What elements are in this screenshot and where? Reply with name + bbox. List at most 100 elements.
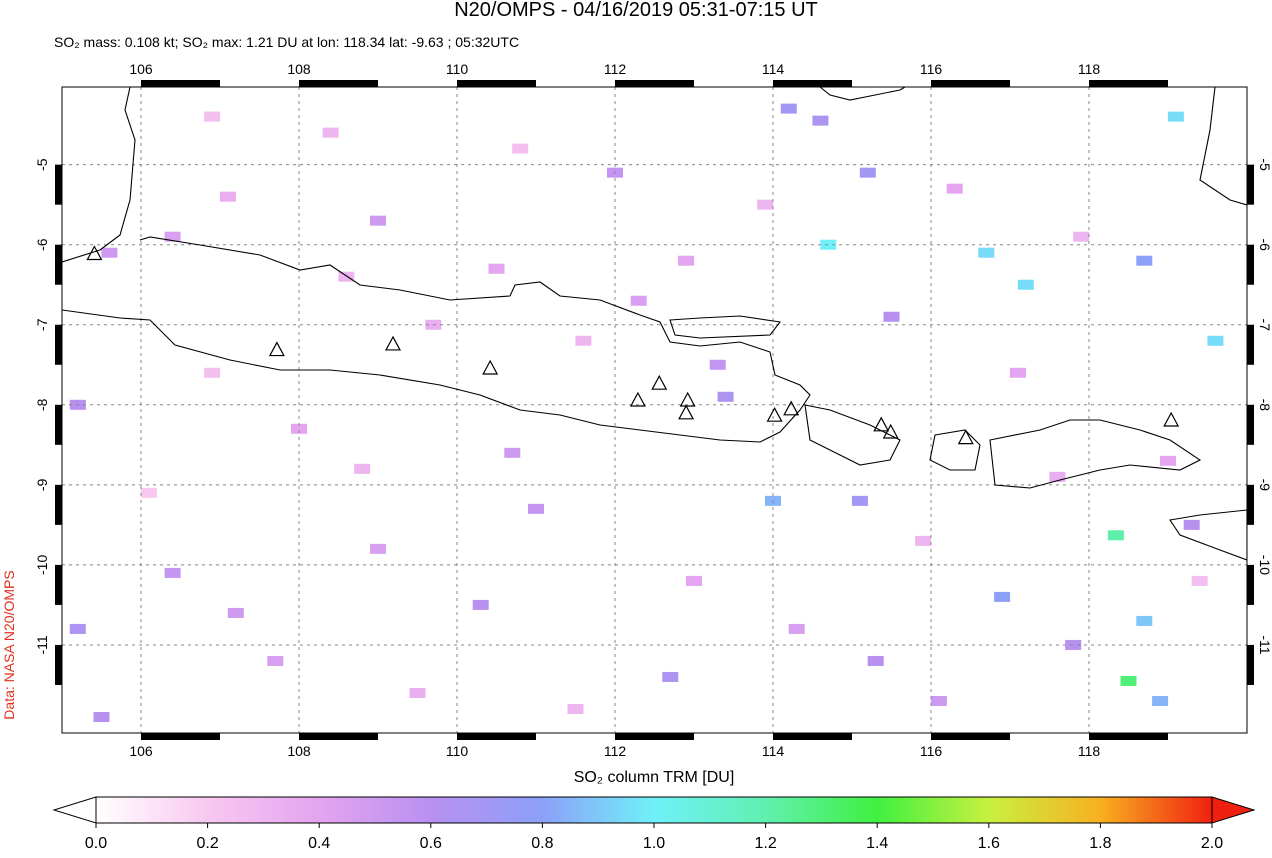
so2-pixel [788, 623, 805, 634]
frame-bar-right [1247, 484, 1254, 525]
frame-bar-top [457, 80, 536, 87]
volcano [629, 391, 646, 407]
y-tick-label-right: -9 [1257, 479, 1272, 492]
so2-pixel [227, 607, 244, 618]
so2-pixel [851, 495, 868, 506]
frame-bar-top [615, 80, 694, 87]
y-tick-label-left: -7 [34, 318, 50, 331]
x-tick-label-top: 108 [287, 61, 311, 77]
frame-bar-bottom [1089, 733, 1168, 740]
volcano [766, 406, 783, 422]
so2-pixel [678, 255, 695, 266]
frame-bar-left [55, 244, 62, 285]
volcano [482, 359, 499, 375]
so2-pixel [93, 711, 110, 722]
volcano-layer [86, 245, 1180, 445]
x-tick-label-top: 114 [762, 61, 785, 77]
coast-sumatra [62, 87, 136, 263]
y-tick-label-right: -6 [1257, 238, 1272, 251]
so2-pixel [567, 703, 584, 714]
colorbar-tick-label: 0.4 [308, 835, 330, 852]
volcano [957, 429, 974, 445]
so2-pixel [354, 463, 371, 474]
volcano [268, 341, 285, 357]
coast-sumba [1169, 509, 1247, 561]
coast-borneo [819, 87, 906, 101]
frame-bar-bottom [773, 733, 852, 740]
volcano [1163, 411, 1180, 427]
map-frame [61, 86, 1248, 734]
so2-pixel [1017, 279, 1034, 290]
frame-bar-left [55, 564, 62, 605]
frame-bar-right [1247, 244, 1254, 285]
x-tick-label-bottom: 114 [762, 743, 785, 759]
so2-pixel [1073, 231, 1090, 242]
colorbar-tick-label: 1.6 [978, 835, 1000, 852]
colorbar-tick-label: 1.0 [643, 835, 665, 852]
frame-bar-left [55, 644, 62, 685]
coast-madura [669, 315, 782, 339]
colorbar: 0.0 0.2 0.4 0.6 0.8 1.0 1.2 1.4 1.6 1.8 2.0 [52, 796, 1256, 852]
frame-bar-bottom [299, 733, 378, 740]
volcano [86, 245, 103, 261]
colorbar-label: SO₂ column TRM [DU] [574, 769, 735, 786]
so2-pixel [1120, 675, 1137, 686]
so2-pixel [630, 295, 647, 306]
so2-pixel [820, 239, 837, 250]
y-tick-label-right: -5 [1257, 158, 1272, 171]
so2-pixel [1152, 695, 1169, 706]
colorbar-over [1211, 796, 1256, 824]
so2-pixel [812, 115, 829, 126]
so2-pixel [575, 335, 592, 346]
so2-pixel [780, 103, 797, 114]
so2-pixel [1049, 471, 1066, 482]
subtitle: SO₂ mass: 0.108 kt; SO₂ max: 1.21 DU at … [54, 34, 519, 50]
so2-pixel [930, 695, 947, 706]
coastlines [62, 87, 1247, 561]
x-tick-label-bottom: 118 [1078, 743, 1101, 759]
colorbar-tick-label: 0.6 [420, 835, 442, 852]
coast-java [62, 236, 811, 443]
frame-bar-top [299, 80, 378, 87]
volcano [651, 374, 668, 390]
so2-pixel [338, 271, 355, 282]
so2-pixel [472, 599, 489, 610]
so2-pixel [322, 127, 339, 138]
coast-sulawesi [1199, 87, 1247, 206]
x-tick-label-top: 110 [446, 61, 469, 77]
frame-bar-left [55, 484, 62, 525]
so2-pixel [1107, 530, 1124, 541]
axes: 106 106 108 108 110 110 112 112 114 114 116 116 118 1… [34, 61, 1272, 759]
so2-pixel [267, 655, 284, 666]
so2-pixel [1183, 519, 1200, 530]
frame-bar-bottom [141, 733, 220, 740]
so2-pixel [164, 231, 181, 242]
colorbar-tick-label: 0.8 [531, 835, 553, 852]
volcano [873, 416, 890, 432]
frame-bar-bottom [931, 733, 1010, 740]
so2-pixel [709, 359, 726, 370]
colorbar-tick-label: 1.2 [754, 835, 776, 852]
so2-pixel [370, 215, 386, 226]
x-tick-label-bottom: 106 [129, 743, 153, 759]
so2-pixel [204, 111, 221, 122]
frame-bar-right [1247, 564, 1254, 605]
so2-pixel [915, 535, 932, 546]
coast-sumbawa [989, 419, 1202, 489]
frame-bar-top [931, 80, 1010, 87]
so2-pixel [219, 191, 236, 202]
so2-pixel [1160, 455, 1176, 466]
so2-pixel [946, 183, 963, 194]
so2-pixel [1009, 367, 1026, 378]
so2-pixel [528, 503, 544, 514]
so2-pixel [512, 143, 529, 154]
colorbar-under [52, 796, 97, 824]
so2-pixel [488, 263, 505, 274]
so2-pixel [978, 247, 995, 258]
volcano [678, 404, 695, 420]
grid [62, 87, 1247, 733]
x-tick-label-top: 112 [604, 61, 627, 77]
y-tick-label-right: -7 [1257, 319, 1272, 332]
so2-pixel [1207, 335, 1224, 346]
